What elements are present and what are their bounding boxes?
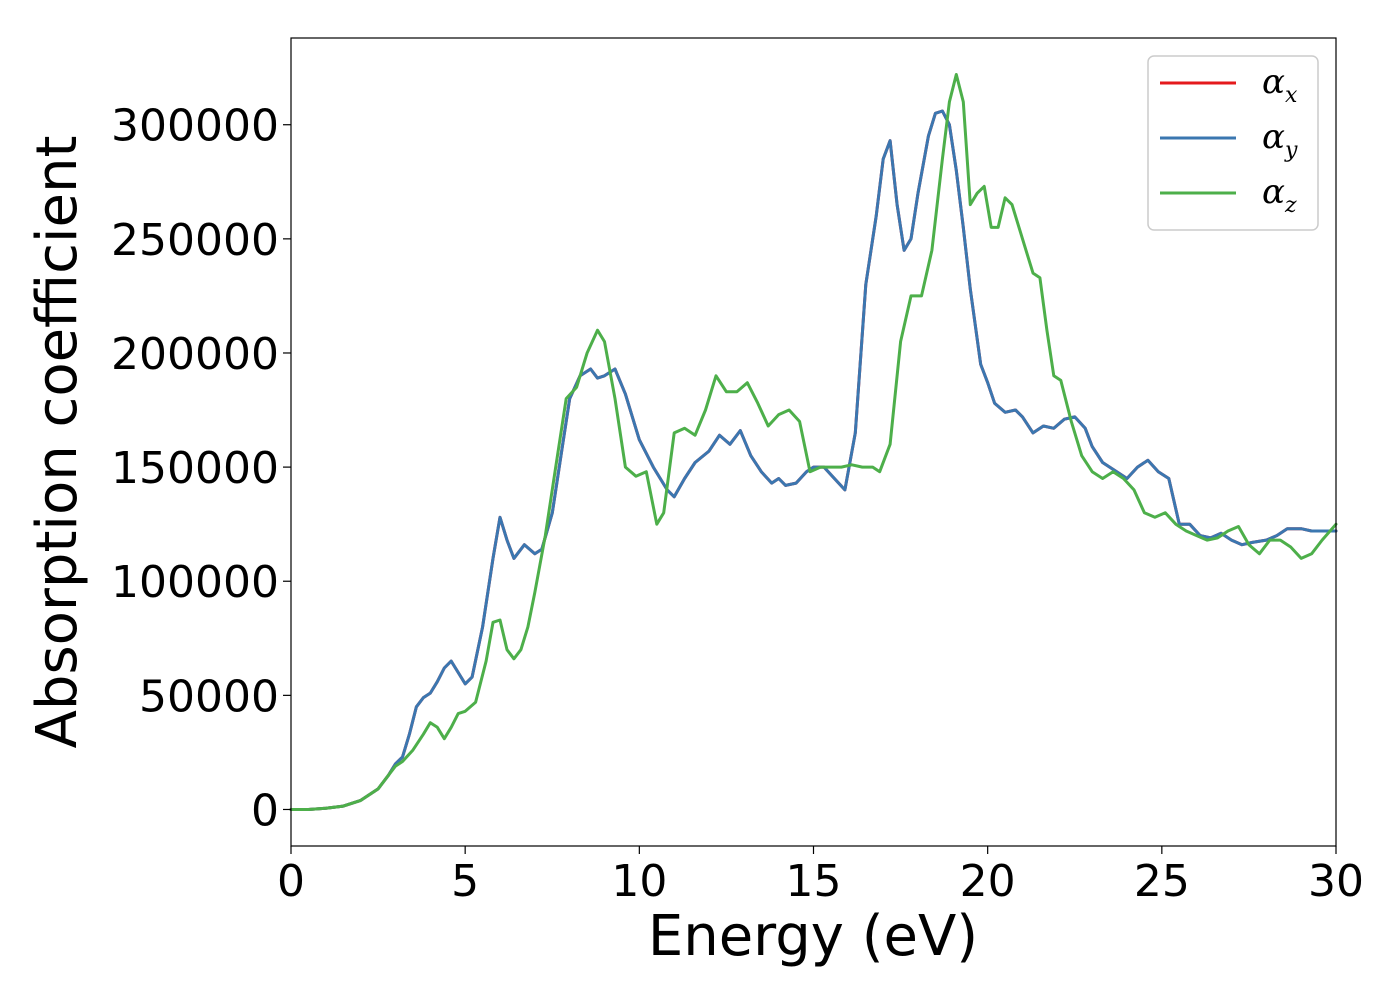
- legend-symbol: α: [1262, 62, 1285, 102]
- x-tick-label: 25: [1134, 856, 1190, 907]
- x-tick-label: 30: [1308, 856, 1364, 907]
- x-tick-label: 10: [611, 856, 667, 907]
- x-tick-label: 0: [277, 856, 305, 907]
- y-tick-label: 0: [251, 785, 279, 836]
- x-axis-title: Energy (eV): [648, 904, 978, 969]
- y-tick-label: 100000: [111, 557, 279, 608]
- y-tick-label: 50000: [139, 671, 279, 722]
- x-axis-ticks: 0 5 10 15 20 25 30: [277, 846, 1364, 907]
- y-axis-title: Absorption coefficient: [25, 136, 90, 749]
- legend-label-x: αx: [1262, 62, 1298, 108]
- legend-frame: [1147, 55, 1319, 231]
- y-tick-label: 150000: [111, 443, 279, 494]
- x-tick-label: 15: [786, 856, 842, 907]
- y-tick-label: 300000: [111, 101, 279, 152]
- y-tick-label: 250000: [111, 215, 279, 266]
- legend-label-y: αy: [1262, 117, 1298, 163]
- y-tick-label: 200000: [111, 329, 279, 380]
- y-axis-ticks: 0 50000 100000 150000 200000 250000 300000: [111, 101, 291, 836]
- legend-symbol: α: [1262, 172, 1285, 212]
- series-line-z: [289, 73, 1338, 811]
- x-tick-label: 20: [960, 856, 1016, 907]
- legend-symbol: α: [1262, 117, 1285, 157]
- legend-subscript: z: [1284, 193, 1297, 218]
- x-tick-label: 5: [451, 856, 479, 907]
- legend-label-z: αz: [1262, 172, 1297, 218]
- series-layer: [289, 73, 1338, 811]
- legend-subscript: y: [1284, 138, 1298, 163]
- legend-subscript: x: [1285, 83, 1298, 108]
